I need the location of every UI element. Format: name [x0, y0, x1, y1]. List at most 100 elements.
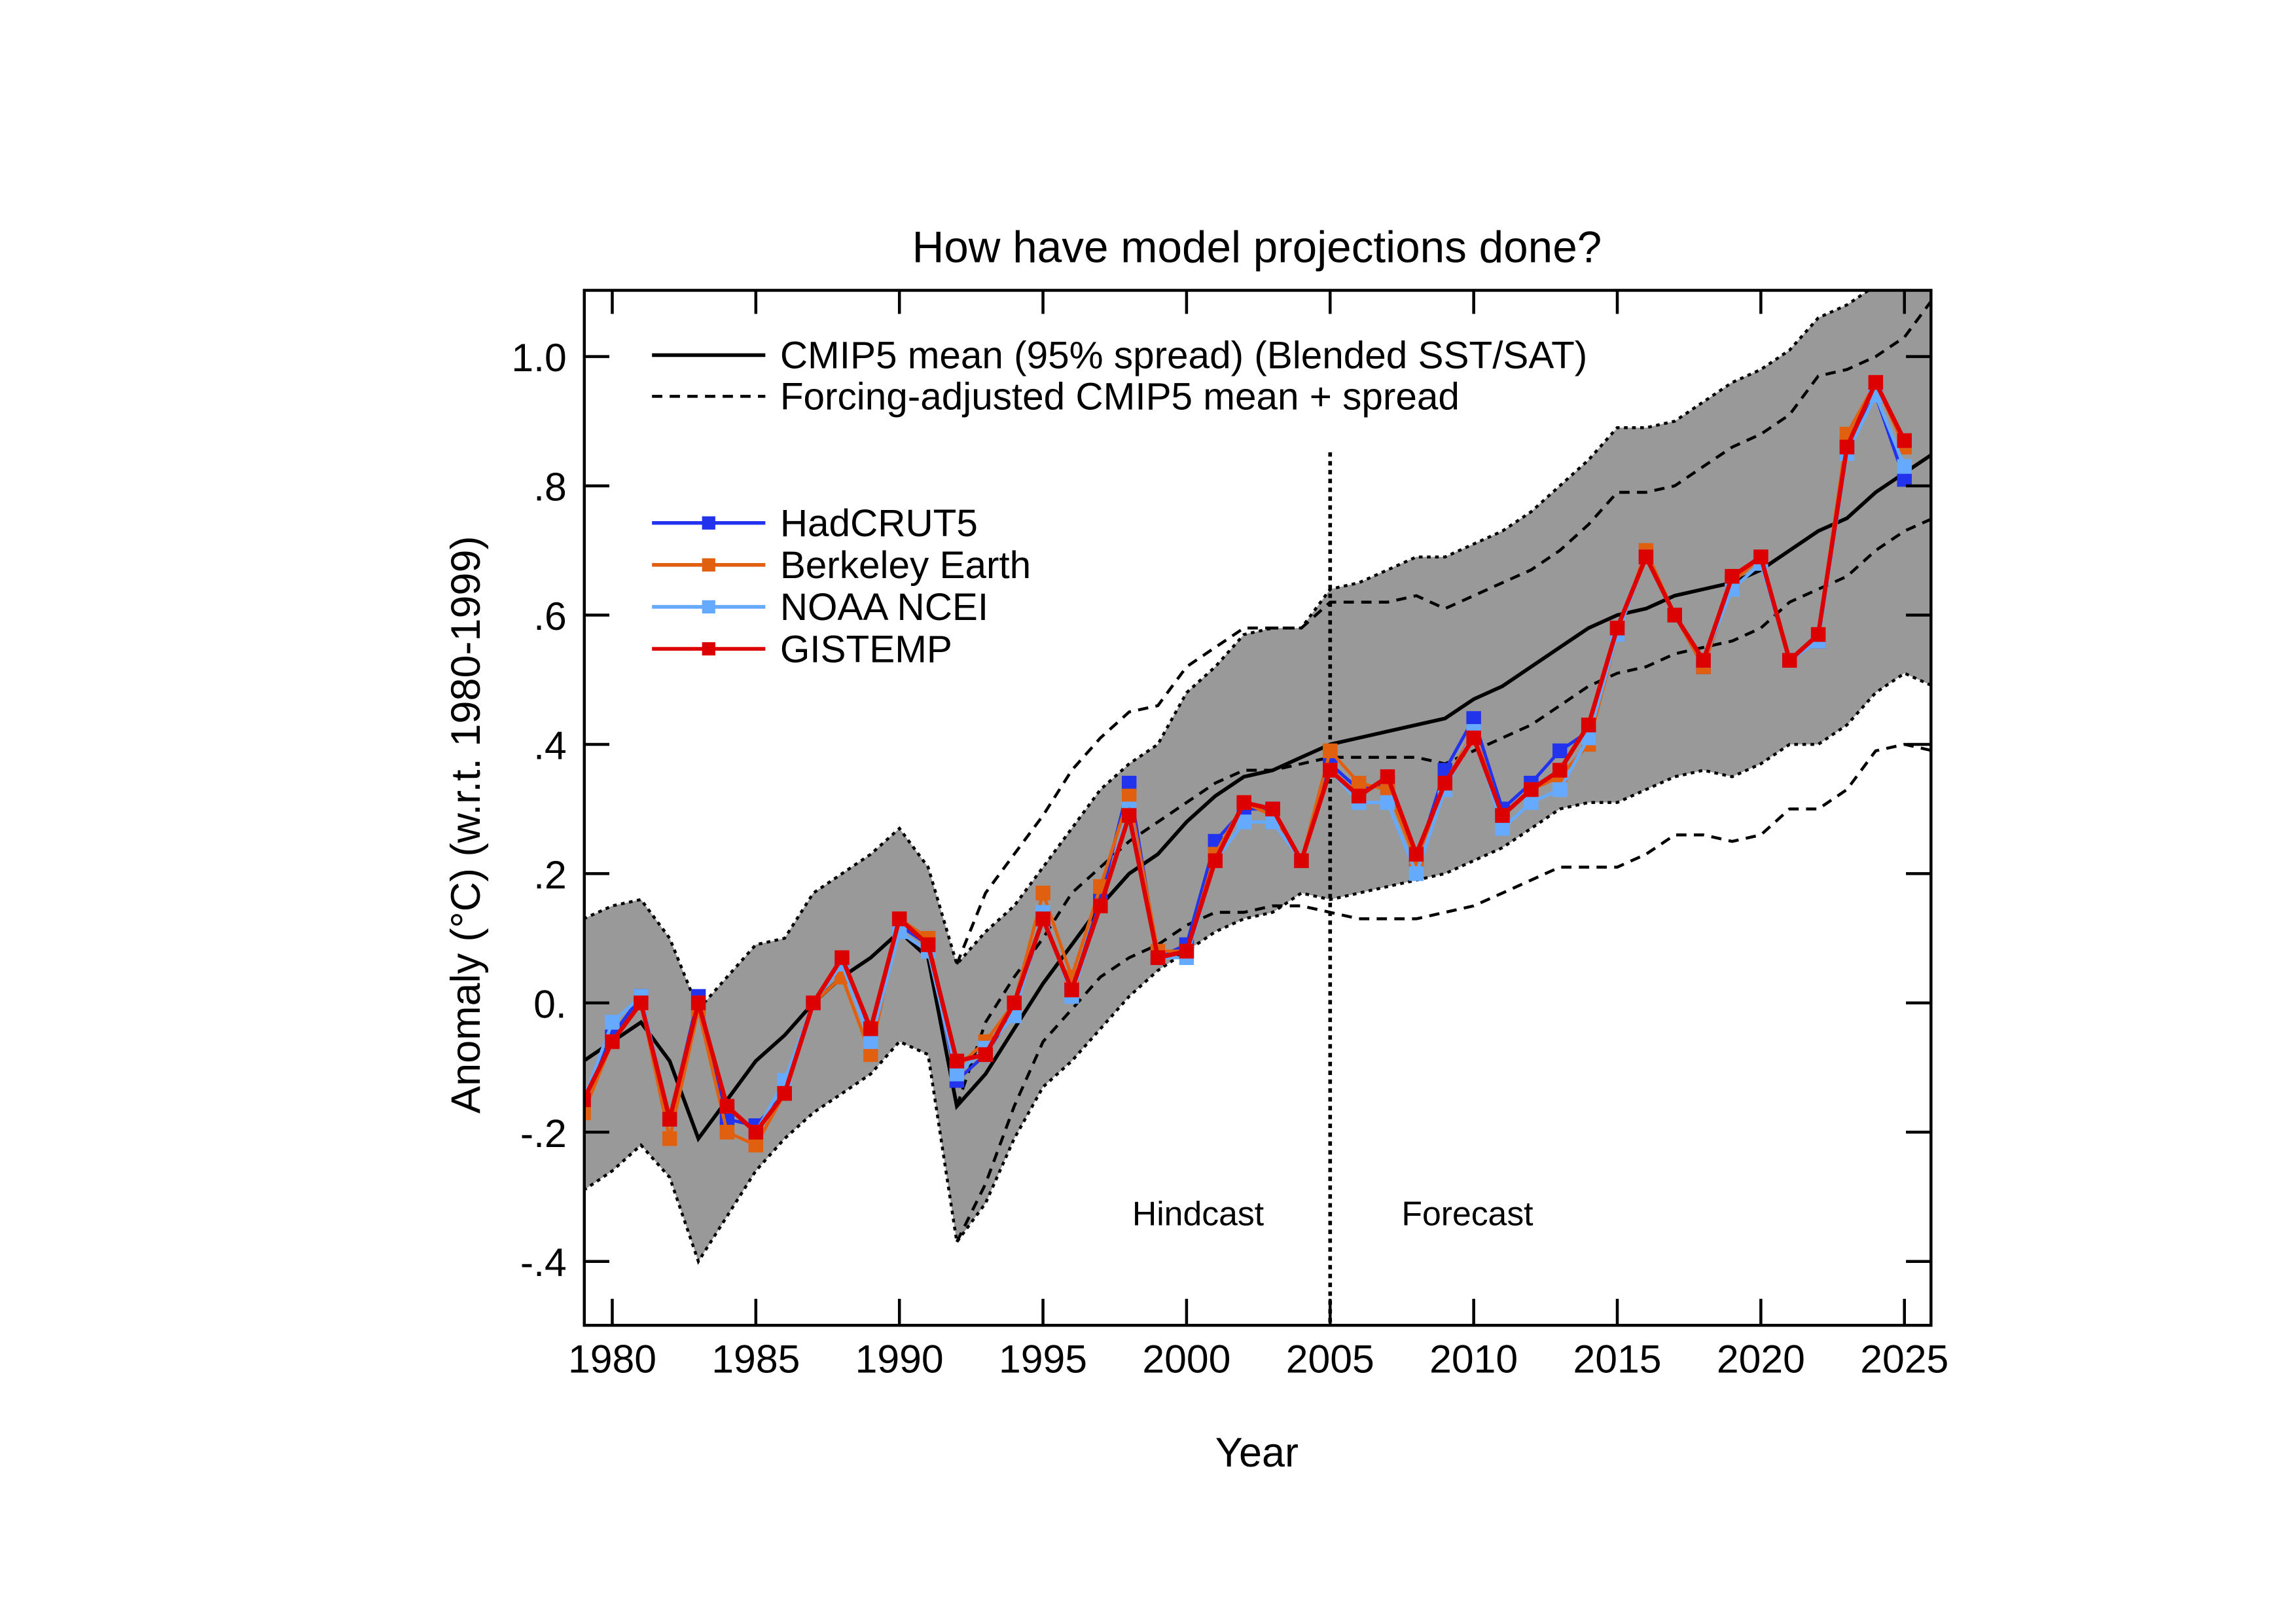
data-point [863, 1034, 878, 1049]
data-point [584, 1105, 591, 1120]
data-point [1897, 471, 1912, 487]
adjusted-lower-line [955, 742, 1931, 1243]
x-tick-label: 2010 [1429, 1336, 1518, 1381]
data-point [748, 1137, 764, 1153]
data-point [1035, 885, 1050, 901]
data-point [1868, 374, 1884, 390]
data-point [834, 950, 850, 965]
data-point [863, 1021, 878, 1036]
data-point [1007, 995, 1022, 1011]
y-tick-label: 0. [533, 981, 567, 1026]
x-tick-label: 1985 [711, 1336, 800, 1381]
data-point [1208, 853, 1223, 868]
data-point [1897, 459, 1912, 474]
data-point [1093, 898, 1108, 913]
data-point [1121, 788, 1137, 804]
plot-frame [583, 289, 1933, 1327]
y-tick-label: .2 [533, 852, 567, 897]
data-point [1524, 782, 1539, 797]
data-point [1236, 814, 1251, 830]
data-point [949, 1053, 965, 1068]
legend-label-adjusted: Forcing-adjusted CMIP5 mean + spread [780, 376, 1460, 418]
data-point [1064, 982, 1079, 998]
data-point [1408, 847, 1424, 862]
series-gistemp [584, 374, 1912, 1140]
data-point [863, 1047, 878, 1063]
data-point [1495, 821, 1510, 836]
y-tick-label: -.2 [520, 1111, 567, 1156]
legend-label: GISTEMP [780, 628, 952, 670]
data-point [605, 1034, 620, 1049]
data-point [777, 1085, 792, 1101]
plot-area [584, 290, 1931, 1326]
y-tick-label: .6 [533, 594, 567, 638]
data-point [691, 995, 706, 1011]
data-point [1150, 950, 1166, 965]
y-tick-label: .4 [533, 723, 567, 767]
data-point [1581, 718, 1596, 733]
data-point [806, 995, 821, 1011]
data-point [1552, 743, 1568, 759]
y-tick-label: -.4 [520, 1240, 567, 1285]
x-tick-label: 1990 [855, 1336, 944, 1381]
x-tick-label: 1995 [999, 1336, 1087, 1381]
y-tick-label: 1.0 [511, 335, 566, 380]
data-point [634, 995, 649, 1011]
data-point [1265, 801, 1280, 816]
data-point [719, 1099, 735, 1114]
data-point [1466, 711, 1481, 726]
legend: CMIP5 mean (95% spread) (Blended SST/SAT… [652, 335, 1587, 670]
data-point [1121, 808, 1137, 823]
data-point [920, 937, 936, 953]
data-point [1609, 621, 1625, 636]
data-point [719, 1125, 735, 1140]
y-axis-label: Anomaly (°C) (w.r.t. 1980-1999) [443, 536, 489, 1114]
data-point [949, 1067, 965, 1082]
legend-marker [702, 600, 715, 614]
data-point [1552, 763, 1568, 778]
x-tick-label: 1980 [568, 1336, 656, 1381]
forecast-label: Forecast [1401, 1194, 1533, 1232]
data-point [1667, 608, 1682, 623]
data-point [1351, 775, 1367, 791]
data-point [1552, 782, 1568, 797]
data-point [1323, 763, 1338, 778]
data-point [1495, 808, 1510, 823]
data-point [1179, 943, 1194, 959]
cmip5-upper-bound [584, 290, 1871, 1012]
data-point [1294, 853, 1309, 868]
data-point [1524, 795, 1539, 811]
legend-marker [702, 642, 715, 656]
y-tick-label: .8 [533, 465, 567, 509]
data-point [1121, 775, 1137, 791]
data-point [1839, 439, 1855, 455]
data-point [1408, 866, 1424, 881]
data-point [1351, 788, 1367, 804]
x-tick-label: 2005 [1286, 1336, 1374, 1381]
data-point [978, 1047, 994, 1063]
data-point [662, 1131, 677, 1146]
data-point [605, 1015, 620, 1030]
data-point [1753, 549, 1768, 564]
data-point [1725, 569, 1740, 584]
data-point [584, 1092, 591, 1108]
axes: 1980 1985 1990 1995 2000 2005 2010 2015 2020 2025… [511, 290, 1948, 1381]
data-point [1035, 911, 1050, 926]
data-point [1696, 653, 1711, 668]
data-point [1810, 627, 1826, 642]
data-point [662, 1112, 677, 1127]
legend-label-cmip5-mean: CMIP5 mean (95% spread) (Blended SST/SAT… [780, 335, 1587, 377]
data-point [1380, 769, 1395, 784]
x-tick-label: 2015 [1573, 1336, 1661, 1381]
cmip5-lower-bound [584, 671, 1931, 1265]
legend-label: Berkeley Earth [780, 544, 1031, 587]
legend-label: NOAA NCEI [780, 586, 988, 629]
legend-marker [702, 516, 715, 530]
data-point [1236, 795, 1251, 811]
adjusted-upper-line [955, 299, 1931, 965]
chart-title: How have model projections done? [912, 223, 1602, 272]
hindcast-label: Hindcast [1132, 1194, 1264, 1232]
x-axis-label: Year [1215, 1430, 1299, 1476]
data-point [1437, 775, 1453, 791]
